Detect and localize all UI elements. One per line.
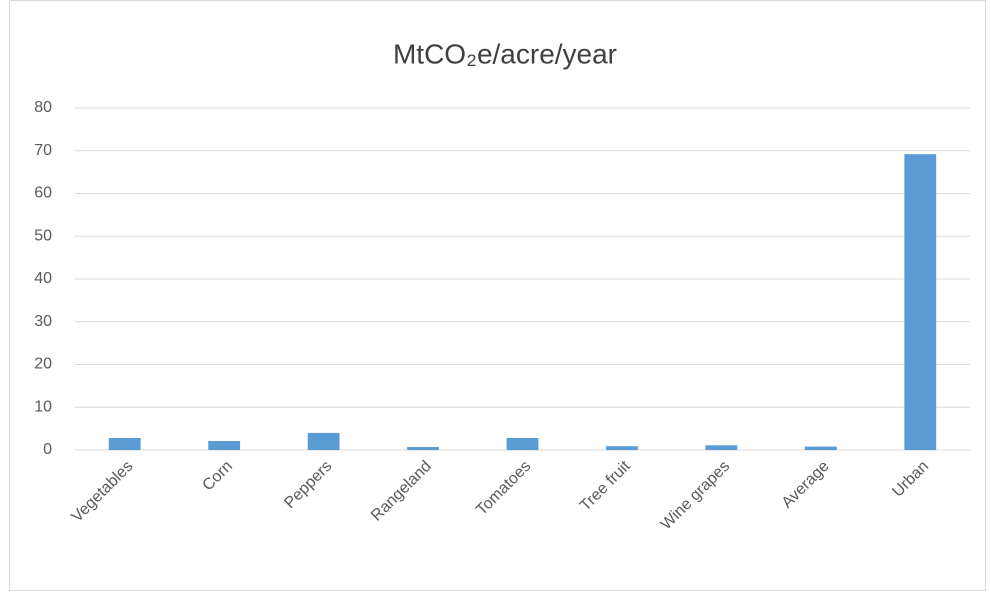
bar — [904, 154, 937, 451]
y-tick-label: 40 — [34, 270, 52, 287]
y-tick-label: 30 — [34, 313, 52, 330]
bar — [108, 438, 141, 450]
bar — [506, 438, 539, 450]
chart-border — [9, 0, 986, 591]
y-tick-label: 0 — [43, 441, 52, 458]
bar — [407, 447, 439, 450]
bar — [804, 446, 837, 450]
y-tick-label: 20 — [34, 356, 52, 373]
bar — [606, 446, 638, 450]
bar — [307, 432, 340, 450]
y-tick-label: 10 — [34, 398, 52, 415]
bar — [705, 445, 738, 450]
chart-title: MtCO₂e/acre/year — [393, 38, 617, 69]
bar — [208, 441, 241, 450]
y-tick-label: 50 — [34, 227, 52, 244]
y-tick-label: 60 — [34, 185, 52, 202]
y-tick-label: 80 — [34, 99, 52, 116]
y-tick-label: 70 — [34, 142, 52, 159]
